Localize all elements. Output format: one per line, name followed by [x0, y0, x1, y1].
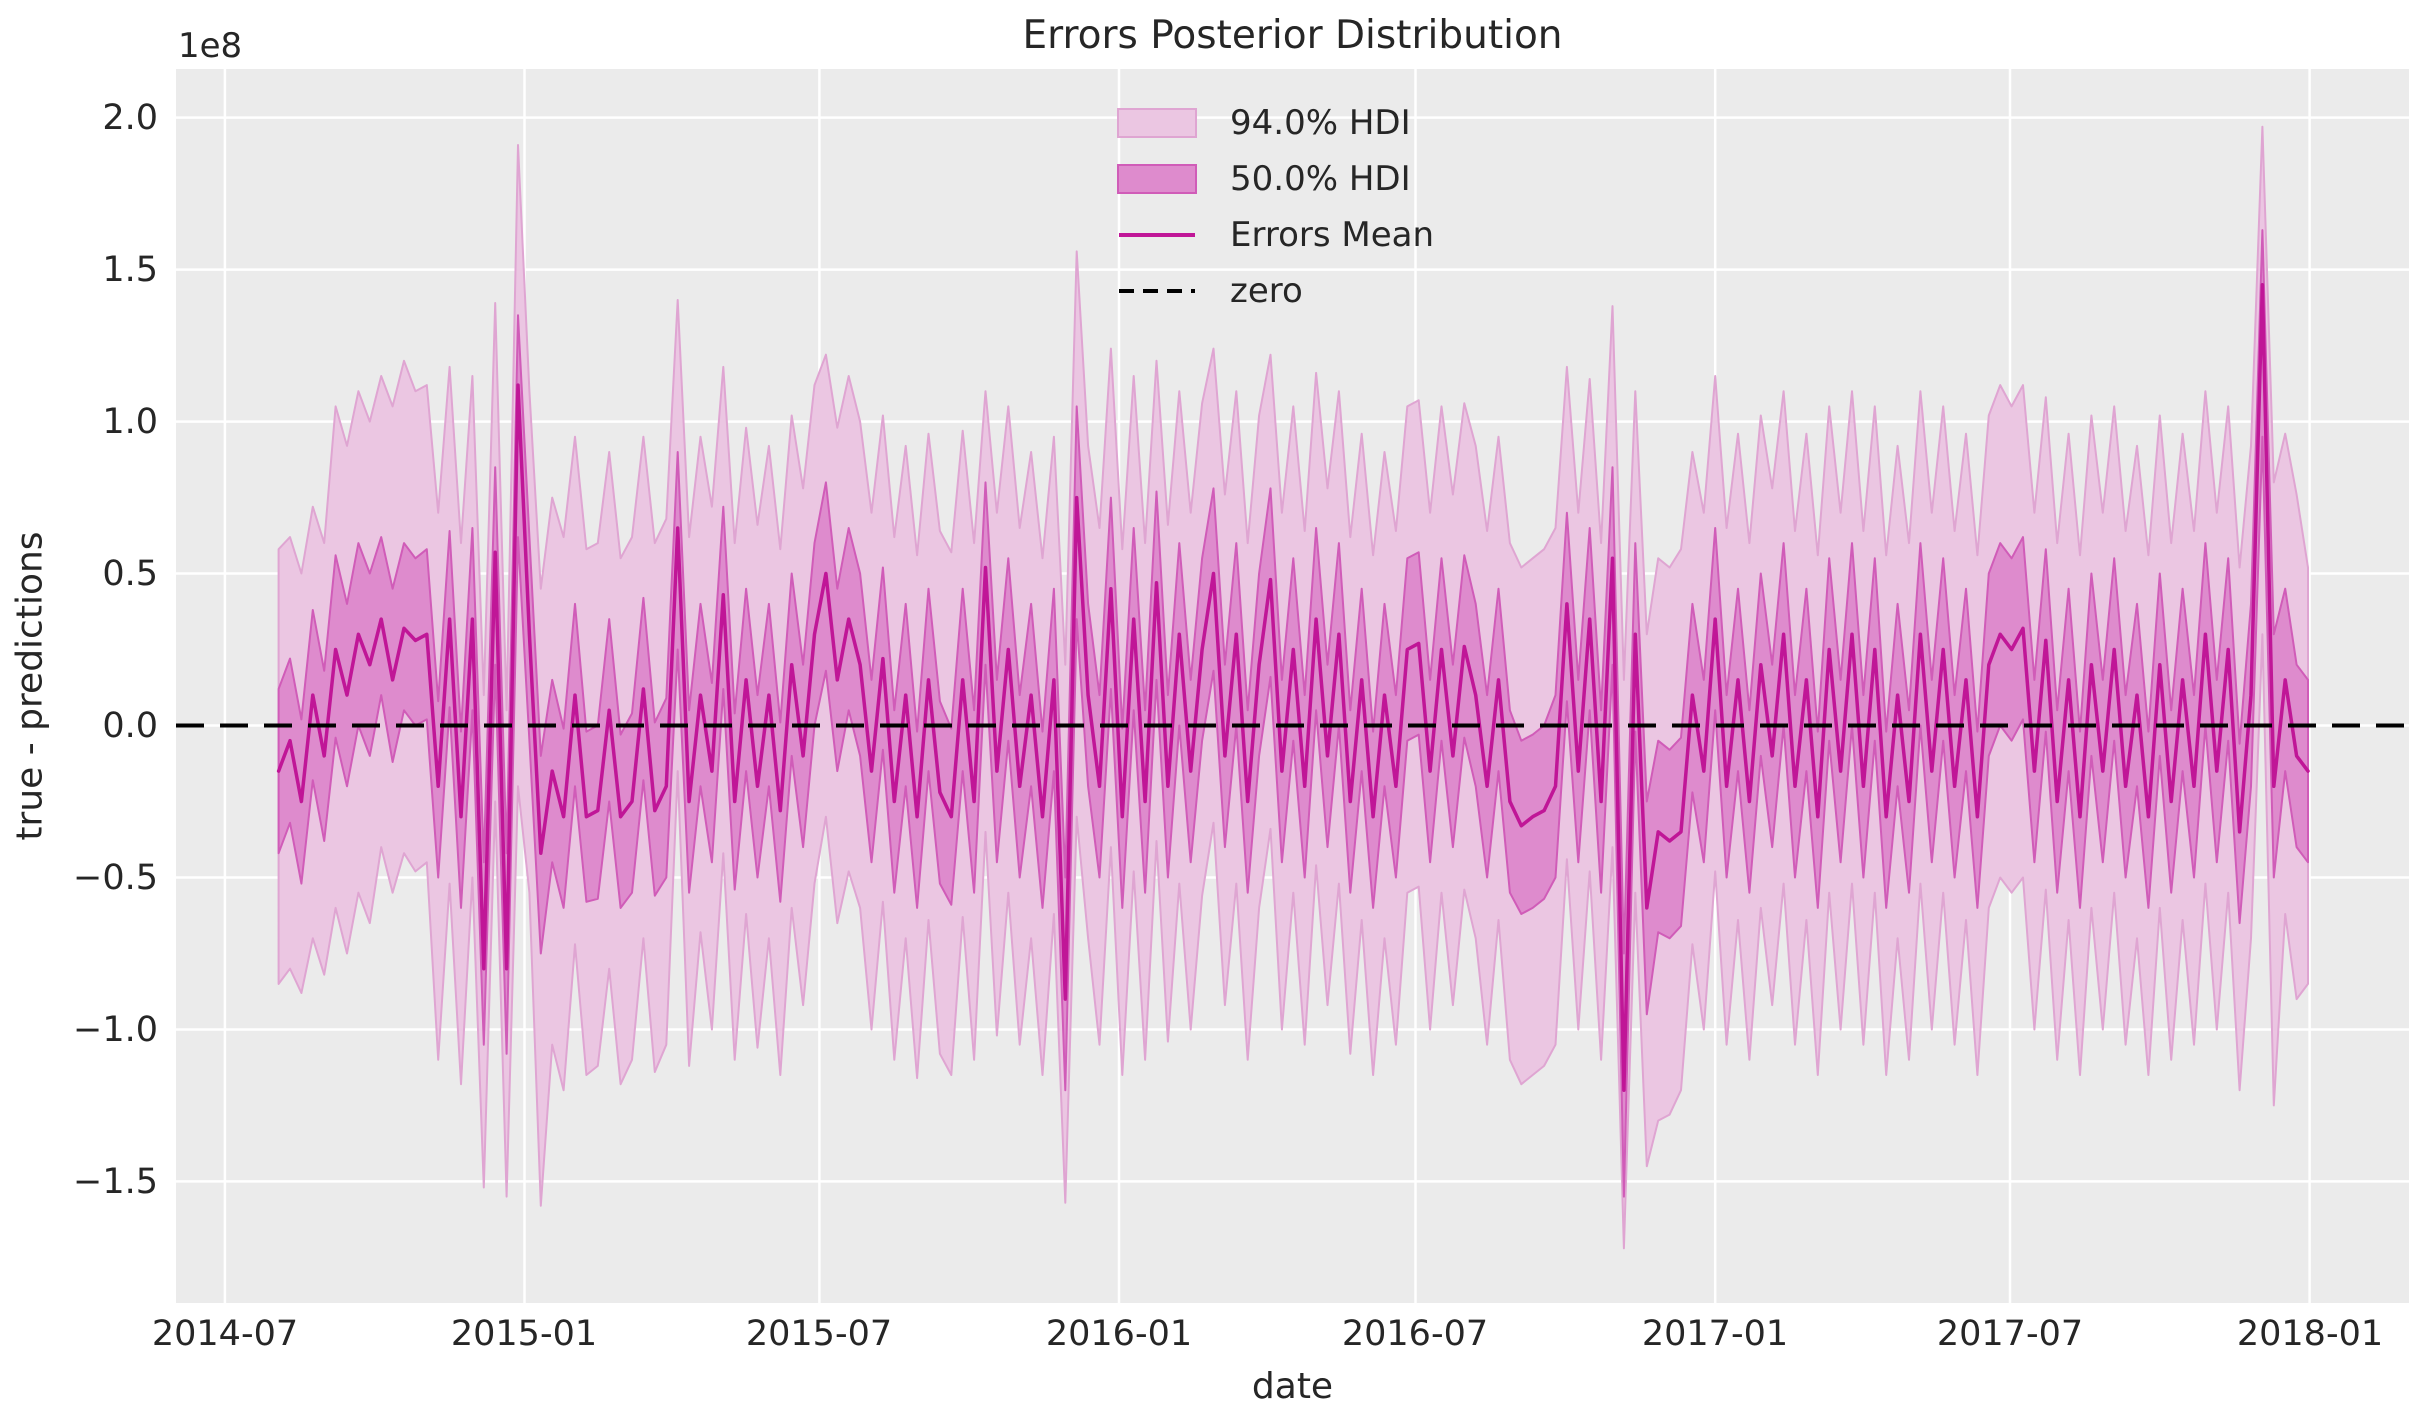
chart-title: Errors Posterior Distribution	[1022, 13, 1563, 58]
errors-mean-line	[276, 283, 2310, 1092]
y-tick-label: 2.0	[102, 98, 158, 138]
hdi50-band	[277, 229, 2309, 1198]
x-tick-label: 2015-07	[745, 1314, 893, 1354]
legend-item-errors-mean: Errors Mean	[1117, 215, 1435, 255]
legend-item-zero: zero	[1117, 271, 1434, 311]
y-tick-label: 1.0	[102, 402, 158, 442]
y-tick-label: −1.0	[73, 1010, 158, 1050]
y-axis-offset-text: 1e8	[178, 26, 243, 66]
x-tick-label: 2017-07	[1936, 1314, 2084, 1354]
x-tick-label: 2017-01	[1641, 1314, 1789, 1354]
y-tick-label: −1.5	[73, 1162, 158, 1202]
y-tick-label: 0.0	[102, 706, 158, 746]
legend-item-50hdi: 50.0% HDI	[1117, 159, 1434, 199]
x-tick-label: 2018-01	[2236, 1314, 2384, 1354]
legend-item-94hdi: 94.0% HDI	[1117, 103, 1434, 143]
x-tick-label: 2014-07	[151, 1314, 299, 1354]
y-axis-label: true - predictions	[9, 531, 51, 841]
legend-label: 50.0% HDI	[1230, 159, 1411, 199]
legend-swatch-50hdi	[1117, 164, 1197, 194]
legend: 94.0% HDI 50.0% HDI Errors Mean zero	[1117, 103, 1435, 311]
line-sample-icon	[1119, 233, 1195, 237]
y-tick-label: 1.5	[102, 250, 158, 290]
dashed-line-sample-icon	[1119, 289, 1195, 293]
legend-label: Errors Mean	[1230, 215, 1435, 255]
legend-label: 94.0% HDI	[1230, 103, 1411, 143]
legend-swatch-94hdi	[1117, 108, 1197, 138]
y-tick-label: 0.5	[102, 554, 158, 594]
y-tick-label: −0.5	[73, 858, 158, 898]
x-axis-label: date	[1251, 1366, 1334, 1407]
x-tick-label: 2016-01	[1045, 1314, 1193, 1354]
x-tick-label: 2015-01	[450, 1314, 598, 1354]
legend-label: zero	[1230, 271, 1303, 311]
x-tick-label: 2016-07	[1341, 1314, 1489, 1354]
